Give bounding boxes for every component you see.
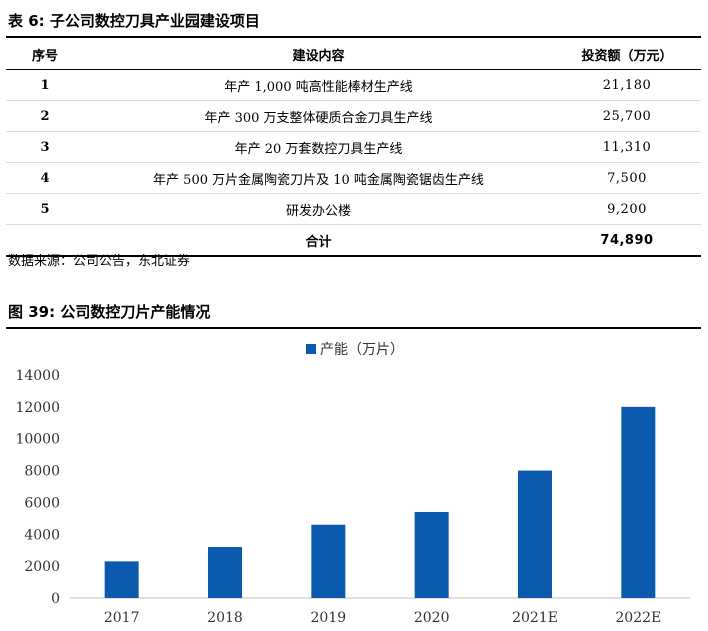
- y-tick-label: 14000: [15, 368, 60, 384]
- y-tick-label: 8000: [24, 464, 60, 480]
- legend-label: 产能（万片）: [320, 342, 404, 358]
- x-tick-label: 2022E: [615, 610, 661, 626]
- y-tick-label: 10000: [15, 432, 60, 448]
- y-tick-label: 12000: [15, 400, 60, 416]
- table-row: 2 年产 300 万支整体硬质合金刀具生产线 25,700: [6, 100, 701, 132]
- bar: [311, 524, 346, 598]
- table-row: 4 年产 500 万片金属陶瓷刀片及 10 吨金属陶瓷锯齿生产线 7,500: [6, 162, 701, 194]
- header-no: 序号: [6, 39, 84, 70]
- capacity-bar-chart: 0 2000 4000 6000 8000 10000 12000 14000 2017 2018…: [15, 342, 690, 626]
- row-no: 5: [6, 193, 84, 225]
- table-header-row: 序号 建设内容 投资额（万元）: [6, 39, 701, 70]
- row-amount: 21,180: [553, 69, 701, 101]
- y-tick-label: 0: [51, 591, 60, 607]
- row-name: 年产 1,000 吨高性能棒材生产线: [84, 69, 553, 101]
- row-no: 2: [6, 100, 84, 132]
- y-tick-label: 6000: [24, 495, 60, 511]
- x-tick-label: 2021E: [512, 610, 558, 626]
- x-tick-label: 2019: [311, 610, 347, 626]
- header-name: 建设内容: [84, 39, 553, 70]
- figure-title: 图 39: 公司数控刀片产能情况: [8, 303, 211, 321]
- y-tick-label: 4000: [24, 527, 60, 543]
- row-no: 3: [6, 131, 84, 163]
- x-tick-label: 2020: [414, 610, 450, 626]
- row-amount: 11,310: [553, 131, 701, 163]
- row-no: 4: [6, 162, 84, 194]
- row-amount: 25,700: [553, 100, 701, 132]
- total-amount: 74,890: [553, 224, 701, 257]
- x-tick-label: 2017: [104, 610, 140, 626]
- source-note: 数据来源：公司公告，东北证券: [8, 254, 191, 269]
- legend-swatch: [306, 344, 316, 354]
- title-divider: [6, 36, 701, 38]
- total-no: [6, 224, 84, 257]
- project-table: 序号 建设内容 投资额（万元） 1 年产 1,000 吨高性能棒材生产线 21,…: [6, 39, 701, 257]
- x-tick-label: 2018: [207, 610, 243, 626]
- table-row: 1 年产 1,000 吨高性能棒材生产线 21,180: [6, 69, 701, 101]
- table-row: 3 年产 20 万套数控刀具生产线 11,310: [6, 131, 701, 163]
- table-title: 表 6: 子公司数控刀具产业园建设项目: [8, 12, 260, 30]
- bar: [518, 470, 552, 598]
- bar: [621, 406, 656, 598]
- row-name: 研发办公楼: [84, 193, 553, 225]
- row-amount: 7,500: [553, 162, 701, 194]
- row-name: 年产 300 万支整体硬质合金刀具生产线: [84, 100, 553, 132]
- y-tick-label: 2000: [24, 559, 60, 575]
- table-row: 5 研发办公楼 9,200: [6, 193, 701, 225]
- title-divider: [6, 327, 701, 329]
- total-row: 合计 74,890: [6, 224, 701, 257]
- row-name: 年产 500 万片金属陶瓷刀片及 10 吨金属陶瓷锯齿生产线: [84, 162, 553, 194]
- row-name: 年产 20 万套数控刀具生产线: [84, 131, 553, 163]
- row-no: 1: [6, 69, 84, 101]
- bar: [414, 511, 449, 598]
- row-amount: 9,200: [553, 193, 701, 225]
- bar: [208, 547, 242, 598]
- total-label: 合计: [84, 224, 553, 257]
- bar: [104, 561, 139, 598]
- header-amount: 投资额（万元）: [553, 39, 701, 70]
